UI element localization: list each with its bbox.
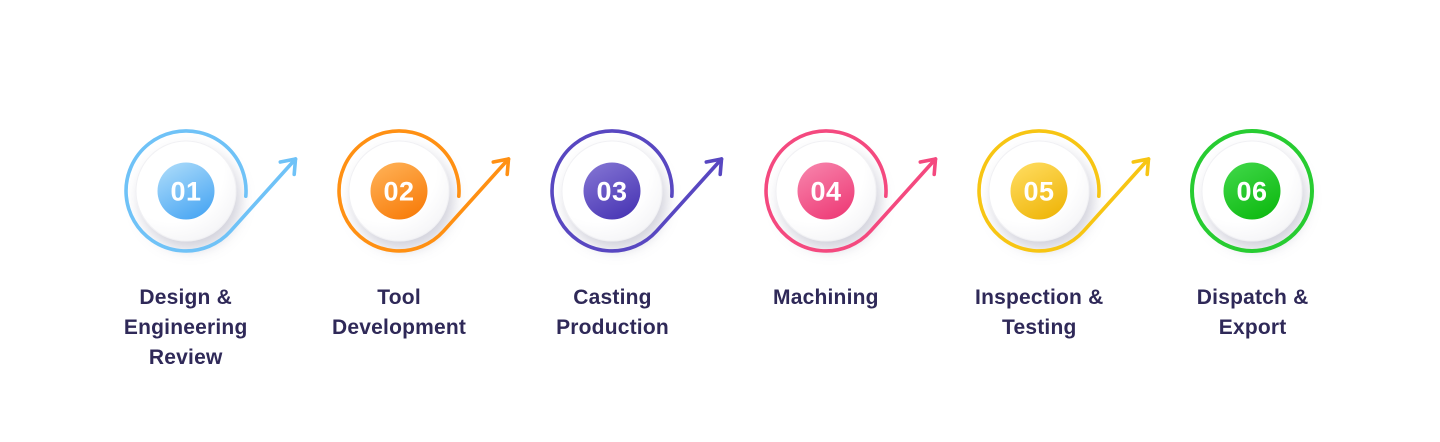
step-ring-arrow <box>123 129 297 253</box>
step-label-line: Engineering <box>123 316 248 339</box>
process-step: 05 Inspection & Testing <box>933 127 1151 407</box>
step-icon: 04 <box>763 129 937 253</box>
step-label-line: Tool <box>377 286 421 309</box>
step-number: 01 <box>170 177 201 207</box>
step-number: 05 <box>1024 177 1055 207</box>
step-label-line: Development <box>332 316 467 339</box>
step-label-line: Inspection & <box>975 286 1104 309</box>
arrow-head-icon <box>278 157 297 177</box>
process-step: 01 Design & Engineering Review <box>79 127 297 407</box>
process-step: 03 Casting Production <box>506 127 724 407</box>
step-icon: 06 <box>1190 129 1315 253</box>
arrow-head-icon <box>918 157 937 177</box>
step-icon: 01 <box>123 129 297 253</box>
step-label-line: Casting <box>573 286 652 309</box>
step-label-line: Design & <box>139 286 232 309</box>
step-ring <box>1190 129 1315 253</box>
arrow-head-icon <box>491 157 511 177</box>
arrow-head-icon <box>704 157 724 177</box>
process-step: 02 Tool Development <box>292 127 511 407</box>
step-number-badge <box>1010 162 1068 220</box>
step-icon: 05 <box>977 129 1151 253</box>
step-label-line: Dispatch & <box>1196 286 1309 309</box>
step-ring-arrow <box>337 129 511 253</box>
step-number: 06 <box>1237 177 1268 207</box>
arrow-head-icon <box>1131 157 1151 177</box>
step-icon: 02 <box>337 129 511 253</box>
step-number-badge <box>157 162 214 220</box>
step-label: Machining <box>709 283 942 313</box>
step-number: 03 <box>597 177 628 207</box>
step-label: Tool Development <box>282 283 515 343</box>
step-label-line: Machining <box>773 286 879 309</box>
step-label: Design & Engineering Review <box>69 283 302 373</box>
process-step: 04 Machining <box>719 127 937 407</box>
process-steps: 01 Design & Engineering Review 02 Tool Develop… <box>79 127 1359 407</box>
step-number-badge <box>370 162 428 220</box>
step-number: 04 <box>810 177 841 207</box>
step-ring-arrow <box>550 129 724 253</box>
step-number: 02 <box>383 177 414 207</box>
step-label-line: Testing <box>1002 316 1077 339</box>
step-label: Dispatch & Export <box>1136 283 1369 343</box>
step-label: Inspection & Testing <box>923 283 1156 343</box>
step-label-line: Review <box>148 346 223 369</box>
step-number-badge <box>797 162 855 220</box>
step-label-line: Production <box>556 316 669 339</box>
step-number-badge <box>583 162 641 220</box>
step-ring-arrow <box>977 129 1151 253</box>
step-ring-arrow <box>763 129 937 253</box>
process-step: 06 Dispatch & Export <box>1146 127 1359 407</box>
step-label-line: Export <box>1218 316 1287 339</box>
step-icon: 03 <box>550 129 724 253</box>
step-number-badge <box>1223 162 1281 220</box>
step-label: Casting Production <box>496 283 729 343</box>
